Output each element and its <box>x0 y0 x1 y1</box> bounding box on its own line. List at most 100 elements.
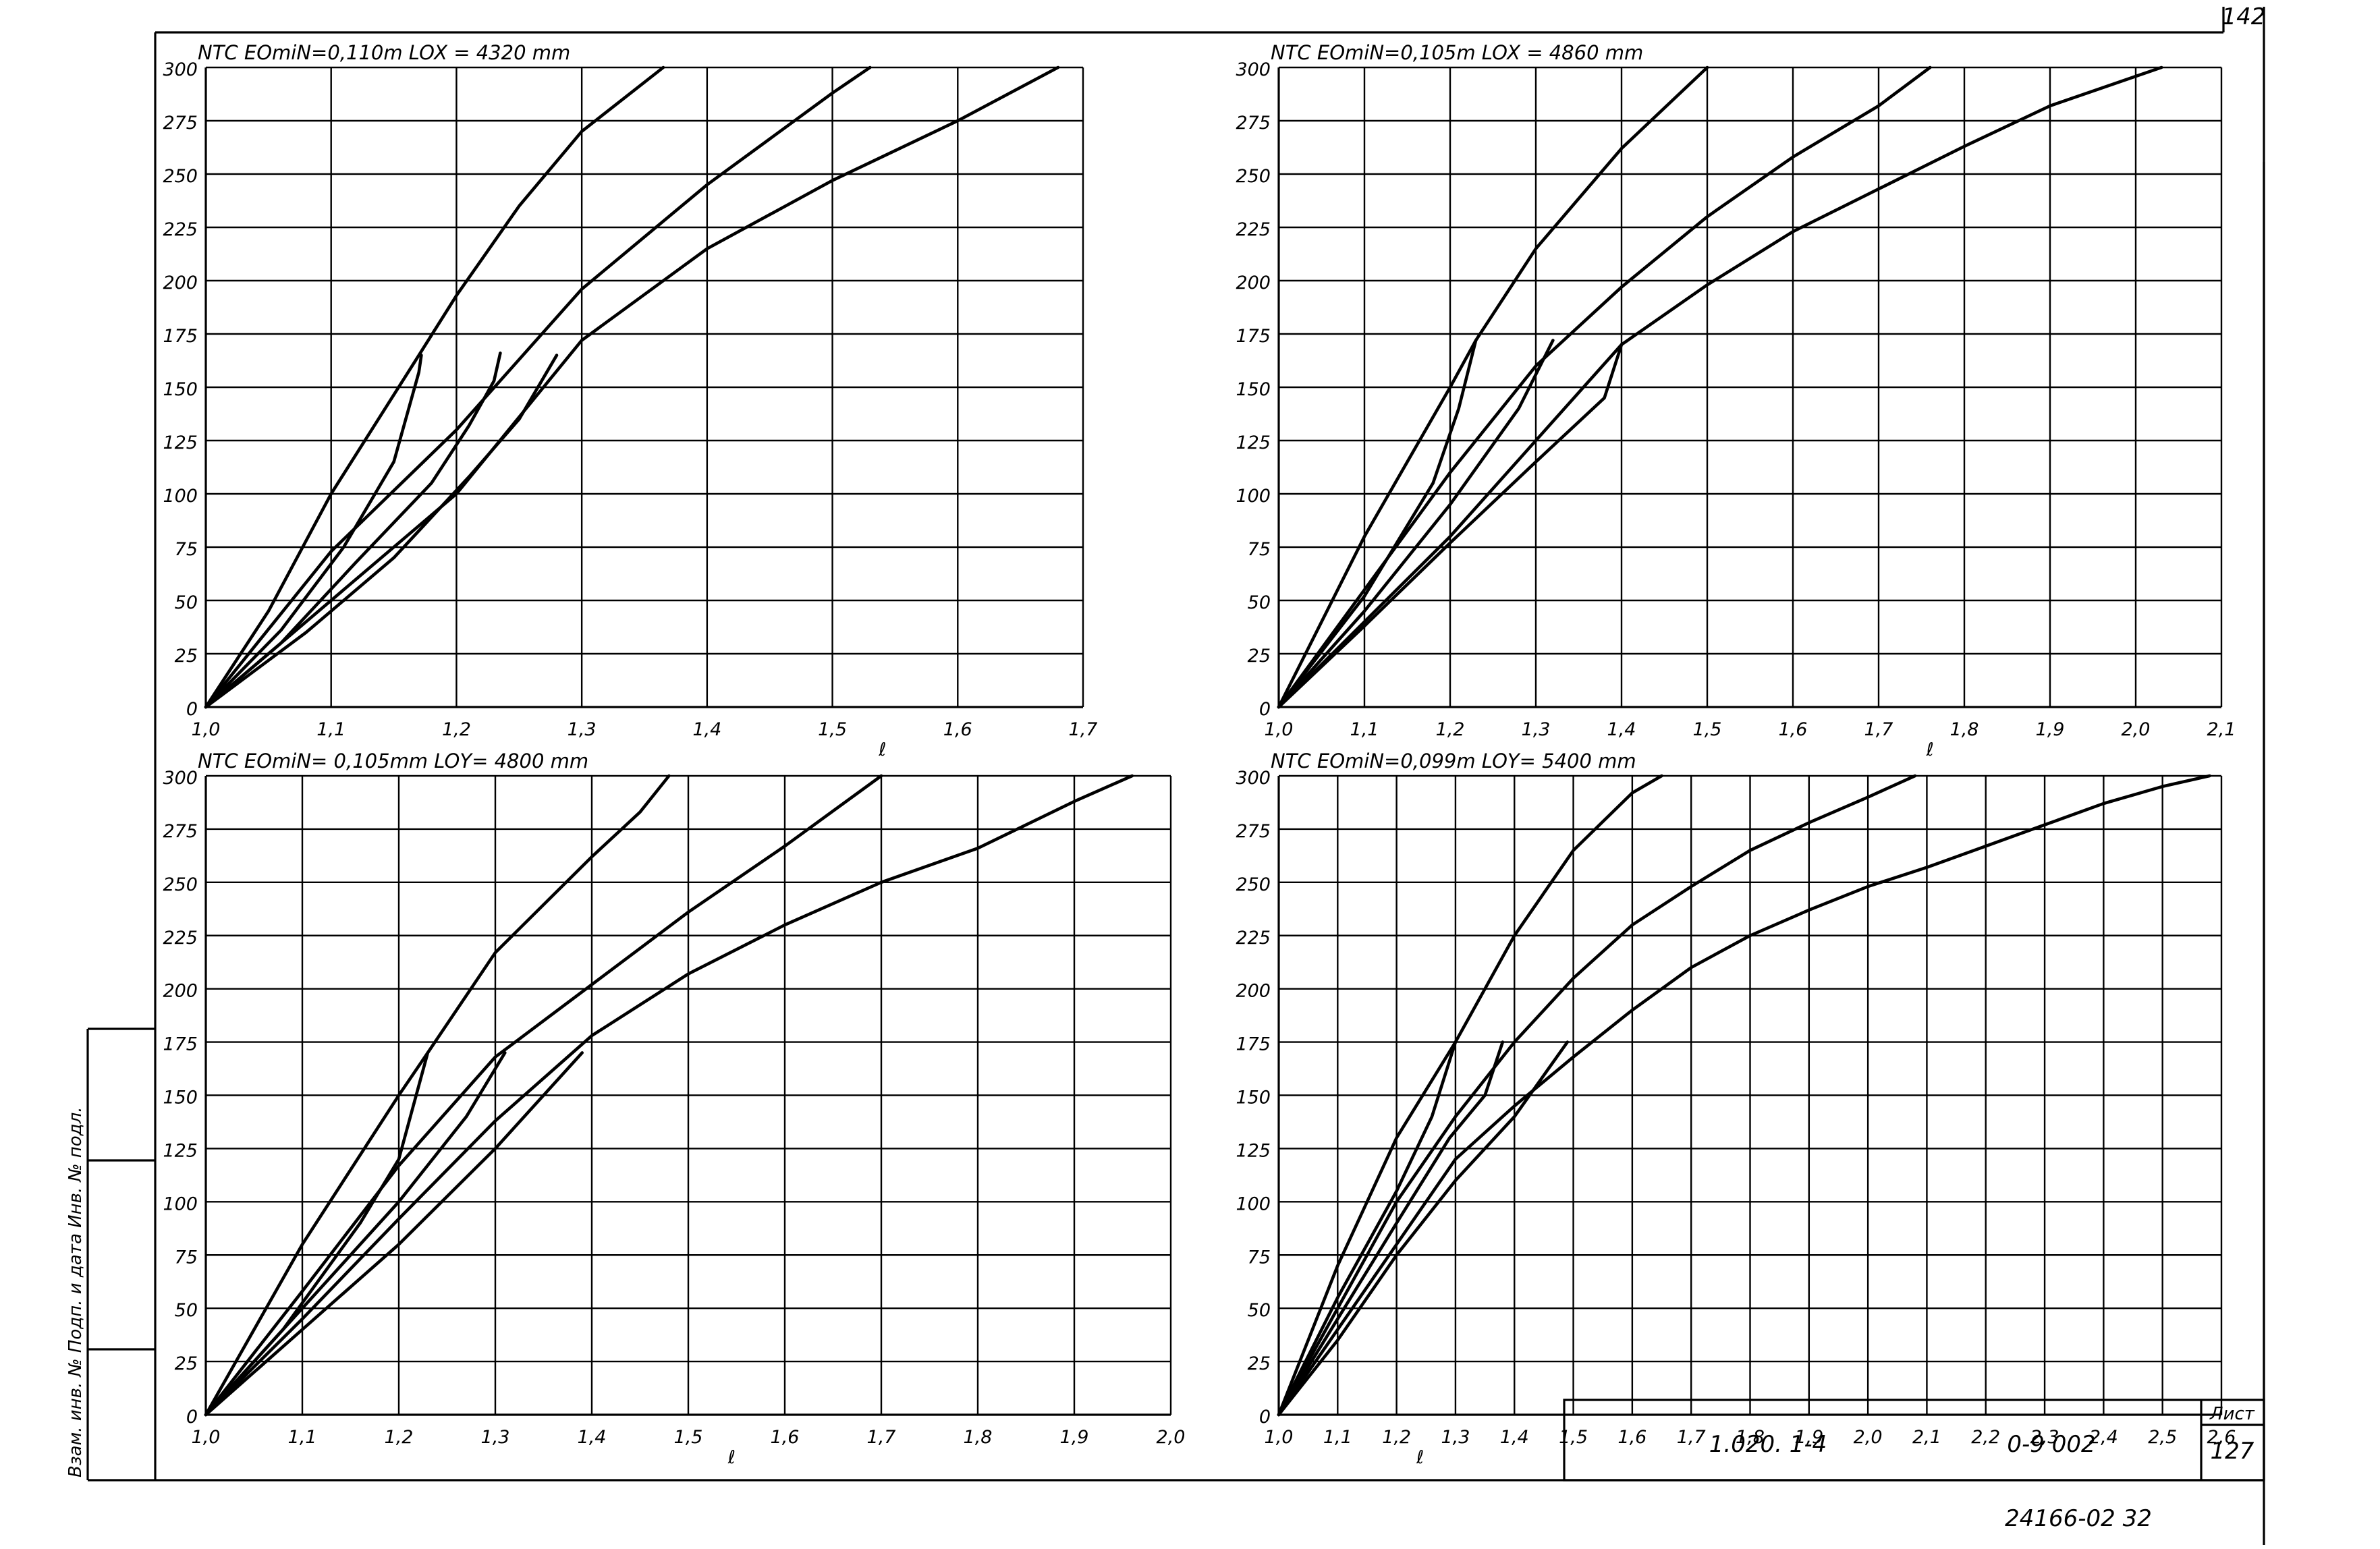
y-tick-label: 250 <box>163 166 198 187</box>
x-axis-label: ℓ <box>1926 739 1934 760</box>
y-tick-label: 25 <box>175 646 198 667</box>
series-line-2 <box>1277 774 1917 1417</box>
x-tick-label: 1,9 <box>1794 1427 1823 1448</box>
y-tick-label: 75 <box>175 1247 198 1268</box>
stamp-sheet-label: Лист <box>2209 1404 2255 1424</box>
y-tick-label: 250 <box>163 874 198 895</box>
stamp-designation: 1.020. 1-4 <box>1709 1431 1827 1458</box>
x-tick-label: 1,2 <box>442 719 471 740</box>
series-line-3 <box>204 65 1060 709</box>
y-tick-label: 300 <box>1236 768 1271 789</box>
x-tick-label: 1,0 <box>192 719 221 740</box>
x-tick-label: 2,0 <box>1854 1427 1883 1448</box>
chart-header: NТС EOmiN=0,110m LOX = 4320 mm <box>198 41 570 64</box>
y-tick-label: 150 <box>1236 1088 1271 1108</box>
y-tick-label: 225 <box>1236 928 1271 949</box>
x-tick-label: 1,6 <box>771 1427 800 1448</box>
x-tick-label: 1,5 <box>674 1427 703 1448</box>
x-tick-label: 2,1 <box>1912 1427 1941 1448</box>
y-tick-label: 175 <box>1236 1034 1271 1055</box>
y-tick-label: 300 <box>163 768 198 789</box>
chart-panel-loy-4800: 0 25 50 75 100 125 150 175 200 225 250 275 300 1,0 1,1… <box>163 750 1185 1468</box>
series-line-6 <box>204 1051 584 1417</box>
x-tick-label: 1,2 <box>385 1427 414 1448</box>
series-line-3 <box>1277 774 2211 1417</box>
x-axis-label: ℓ <box>878 739 886 760</box>
series-line-4 <box>204 354 423 709</box>
y-tick-label: 75 <box>1248 539 1271 560</box>
y-tick-label: 275 <box>163 821 198 842</box>
series-line-2 <box>204 65 872 709</box>
series-line-6 <box>1277 1040 1570 1417</box>
y-tick-label: 200 <box>1236 273 1271 293</box>
y-tick-label: 150 <box>163 1088 198 1108</box>
y-tick-label: 200 <box>1236 981 1271 1002</box>
y-tick-label: 75 <box>175 539 198 560</box>
y-tick-label: 150 <box>163 379 198 400</box>
y-tick-label: 75 <box>1248 1247 1271 1268</box>
stamp-code: 0-9 002 <box>2007 1431 2095 1458</box>
y-tick-label: 300 <box>163 59 198 80</box>
x-tick-label: 1,4 <box>1500 1427 1529 1448</box>
x-tick-label: 2,6 <box>2207 1427 2236 1448</box>
chart-panel-loy-5400: 0 25 50 75 100 125 150 175 200 225 250 275 300 1,0 1,1… <box>1236 750 2236 1468</box>
y-tick-label: 275 <box>163 113 198 134</box>
y-tick-label: 50 <box>175 1300 198 1321</box>
series-line-3 <box>204 774 1134 1417</box>
bottom-note: 24166-02 32 <box>2005 1505 2152 1532</box>
x-tick-label: 1,1 <box>288 1427 317 1448</box>
x-tick-label: 1,3 <box>481 1427 510 1448</box>
x-tick-label: 1,9 <box>2036 719 2065 740</box>
y-tick-label: 125 <box>1236 1140 1271 1161</box>
y-tick-label: 225 <box>163 219 198 240</box>
y-tick-label: 125 <box>1236 432 1271 453</box>
y-tick-label: 100 <box>1236 486 1271 507</box>
x-tick-label: 1,0 <box>1265 719 1294 740</box>
y-tick-label: 200 <box>163 981 198 1002</box>
y-tick-label: 250 <box>1236 874 1271 895</box>
x-tick-label: 1,6 <box>1617 1427 1646 1448</box>
series-line-4 <box>1277 339 1478 709</box>
x-axis-label: ℓ <box>727 1447 736 1468</box>
series-line-5 <box>204 1051 507 1417</box>
title-block: 1.020. 1-4 0-9 002 Лист 127 <box>1563 1399 2265 1482</box>
x-tick-label: 1,4 <box>692 719 721 740</box>
chart-header: NТС EOmiN=0,105m LOX = 4860 mm <box>1271 41 1643 64</box>
series-line-5 <box>1277 339 1555 709</box>
x-tick-label: 1,6 <box>1779 719 1808 740</box>
series-line-4 <box>1277 1040 1458 1417</box>
y-tick-label: 150 <box>1236 379 1271 400</box>
x-tick-label: 1,7 <box>1677 1427 1706 1448</box>
x-tick-label: 2,3 <box>2030 1427 2059 1448</box>
y-tick-label: 0 <box>186 1407 198 1428</box>
x-tick-label: 1,1 <box>1350 719 1379 740</box>
y-tick-label: 100 <box>1236 1193 1271 1214</box>
x-tick-label: 1,2 <box>1382 1427 1411 1448</box>
x-tick-label: 1,8 <box>1950 719 1979 740</box>
y-tick-label: 175 <box>1236 326 1271 347</box>
y-tick-label: 50 <box>1248 592 1271 613</box>
y-tick-label: 225 <box>1236 219 1271 240</box>
x-tick-label: 1,4 <box>578 1427 607 1448</box>
y-tick-label: 275 <box>1236 113 1271 134</box>
x-tick-label: 1,3 <box>1441 1427 1470 1448</box>
y-tick-label: 25 <box>1248 1353 1271 1374</box>
series-line-4 <box>204 1051 430 1417</box>
chart-panel-lox-4320: 0 25 50 75 100 125 150 175 200 225 250 275 300 1,0 1,1… <box>163 41 1097 760</box>
chart-panel-lox-4860: 0 25 50 75 100 125 150 175 200 225 250 275 300 1,0 1,1… <box>1236 41 2236 760</box>
y-tick-label: 25 <box>175 1353 198 1374</box>
x-tick-label: 2,0 <box>2122 719 2151 740</box>
x-tick-label: 1,5 <box>1693 719 1722 740</box>
y-tick-label: 300 <box>1236 59 1271 80</box>
x-tick-label: 1,1 <box>316 719 345 740</box>
x-tick-label: 1,7 <box>1069 719 1098 740</box>
y-tick-label: 125 <box>163 1140 198 1161</box>
x-tick-label: 1,8 <box>1736 1427 1765 1448</box>
x-tick-label: 1,9 <box>1060 1427 1089 1448</box>
x-tick-label: 1,2 <box>1436 719 1465 740</box>
sheet-frame <box>86 7 2265 1545</box>
page-number: 142 <box>2222 3 2266 30</box>
series-line-2 <box>204 774 883 1417</box>
y-tick-label: 50 <box>1248 1300 1271 1321</box>
